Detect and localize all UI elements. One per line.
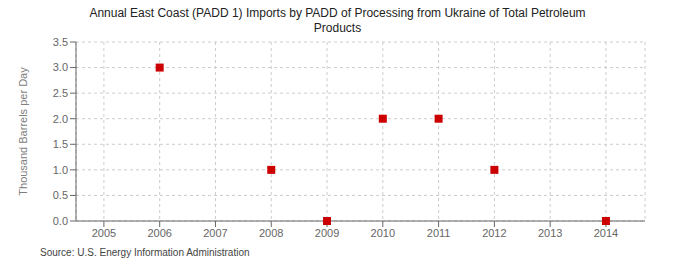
- svg-text:1.0: 1.0: [53, 164, 68, 176]
- svg-text:2010: 2010: [371, 227, 395, 239]
- svg-text:3.5: 3.5: [53, 36, 68, 48]
- svg-text:2013: 2013: [538, 227, 562, 239]
- svg-text:2011: 2011: [427, 227, 451, 239]
- svg-text:2007: 2007: [203, 227, 227, 239]
- svg-text:3.0: 3.0: [53, 61, 68, 73]
- svg-text:2009: 2009: [315, 227, 339, 239]
- svg-text:2012: 2012: [482, 227, 506, 239]
- svg-text:2014: 2014: [594, 227, 618, 239]
- html-text:Annual East Coast (PADD 1) Imp: Annual East Coast (PADD 1) Imports by PA…: [89, 6, 586, 20]
- html-text:Products: Products: [313, 21, 362, 35]
- svg-text:2005: 2005: [92, 227, 116, 239]
- svg-text:2.5: 2.5: [53, 87, 68, 99]
- svg-text:1.5: 1.5: [53, 138, 68, 150]
- svg-text:2006: 2006: [147, 227, 171, 239]
- svg-text:2008: 2008: [259, 227, 283, 239]
- svg-text:0.0: 0.0: [53, 215, 68, 227]
- svg-text:Thousand Barrels per Day: Thousand Barrels per Day: [17, 67, 29, 196]
- svg-text:0.5: 0.5: [53, 189, 68, 201]
- svg-text:2.0: 2.0: [53, 113, 68, 125]
- html-text:Source: U.S. Energy Informatio: Source: U.S. Energy Information Administ…: [40, 247, 250, 258]
